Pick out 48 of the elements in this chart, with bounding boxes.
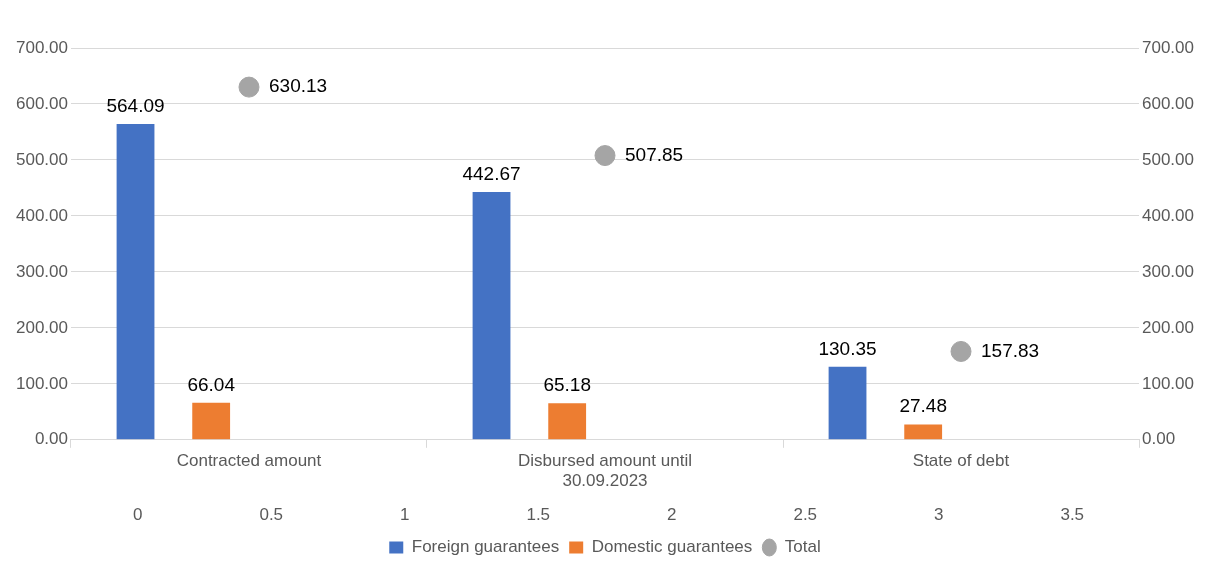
y-tick-label: 600.00	[16, 93, 68, 113]
point	[594, 145, 616, 167]
data-label: 130.35	[818, 337, 877, 359]
x-tick-label: Contracted amount	[176, 450, 322, 470]
bar	[904, 424, 943, 440]
y2-tick-label: 0.00	[1142, 429, 1176, 449]
x2-tick-label: 3	[934, 505, 944, 525]
data-label: 65.18	[543, 374, 591, 396]
bar	[828, 366, 867, 440]
x-tick-label: Disbursed amount until 30.09.2023	[518, 450, 692, 491]
y-tick-label: 0.00	[34, 429, 68, 449]
legend-label: Total	[784, 537, 821, 557]
data-label: 66.04	[187, 373, 236, 395]
data-label: 27.48	[899, 395, 947, 417]
data-label: 630.13	[269, 75, 328, 97]
x2-tick-label: 3.5	[1060, 505, 1085, 525]
y2-tick-label: 300.00	[1142, 261, 1194, 281]
y-tick-label: 200.00	[16, 317, 68, 337]
bar	[548, 403, 587, 440]
y-tick-label: 100.00	[16, 373, 68, 393]
y-tick-label: 700.00	[16, 37, 68, 57]
bar	[116, 124, 155, 440]
point	[950, 340, 972, 362]
legend-label: Domestic guarantees	[591, 537, 753, 557]
point	[238, 76, 260, 98]
y2-tick-label: 600.00	[1142, 93, 1194, 113]
x2-tick-label: 2.5	[793, 505, 818, 525]
data-label: 442.67	[462, 162, 521, 184]
x2-tick-label: 1.5	[526, 505, 551, 525]
x2-tick-label: 1	[400, 505, 410, 525]
bar	[472, 192, 511, 440]
x2-tick-label: 0	[133, 505, 143, 525]
legend-label: Foreign guarantees	[411, 537, 560, 557]
data-label: 157.83	[981, 339, 1040, 361]
y2-tick-label: 100.00	[1142, 373, 1194, 393]
data-label: 564.09	[106, 94, 165, 116]
y-tick-label: 400.00	[16, 205, 68, 225]
y2-tick-label: 400.00	[1142, 205, 1194, 225]
y-tick-label: 500.00	[16, 149, 68, 169]
y-tick-label: 300.00	[16, 261, 68, 281]
x-tick-label: State of debt	[912, 450, 1010, 470]
x2-tick-label: 0.5	[259, 505, 284, 525]
x2-tick-label: 2	[667, 505, 677, 525]
y2-tick-label: 700.00	[1142, 37, 1194, 57]
y2-tick-label: 200.00	[1142, 317, 1194, 337]
bar	[192, 402, 231, 440]
data-label: 507.85	[625, 143, 684, 165]
y2-tick-label: 500.00	[1142, 149, 1194, 169]
